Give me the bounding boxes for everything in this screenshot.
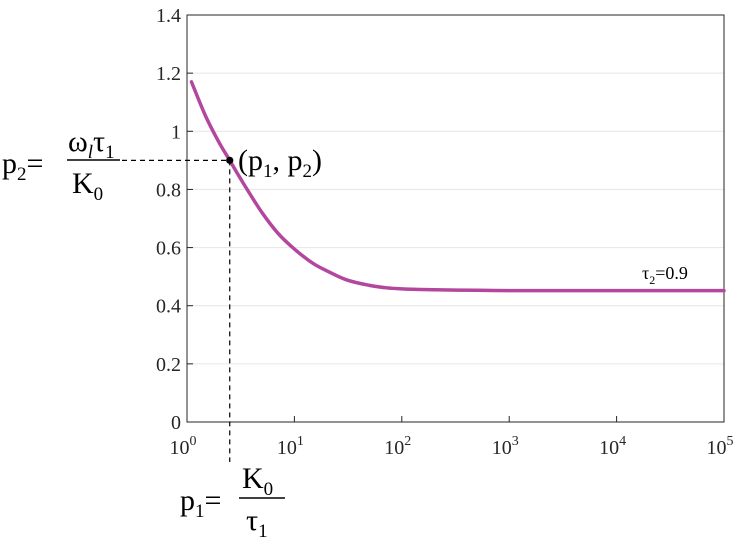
series-label: τ2=0.9 — [642, 263, 688, 287]
p1-formula: p1= K0 τ1 — [180, 462, 285, 542]
p1-lhs-sub: 1 — [195, 501, 205, 522]
x-tick-label: 104 — [599, 434, 626, 459]
point-label-sub1: 1 — [263, 161, 273, 182]
x-tick-exponent: 0 — [190, 434, 197, 449]
p2-den-k: K — [72, 167, 94, 200]
y-tick-label: 1.4 — [156, 5, 181, 27]
x-tick-exponent: 1 — [297, 434, 304, 449]
y-tick-label: 0.2 — [156, 354, 181, 376]
p2-numerator: ωlτ1 — [68, 125, 115, 163]
p1-num-sub: 0 — [264, 479, 274, 500]
point-label-close: ) — [312, 144, 322, 177]
p2-lhs-sub: 2 — [17, 164, 27, 185]
p2-num-omega-sub: l — [88, 142, 93, 163]
p2-num-omega: ω — [68, 125, 88, 158]
p2-num-tau: τ — [93, 125, 105, 158]
point-label-sub2: 2 — [303, 161, 313, 182]
p1-lhs: p1= — [180, 484, 221, 522]
p2-formula: p2= ωlτ1 K0 — [2, 125, 120, 205]
y-tick-label: 1 — [171, 121, 181, 143]
series-label-base: τ — [642, 263, 649, 283]
x-tick-base: 10 — [277, 437, 297, 459]
y-tick-label: 0 — [171, 412, 181, 434]
p1-numerator: K0 — [242, 462, 273, 500]
x-tick-label: 100 — [170, 434, 197, 459]
grid-lines — [187, 72, 724, 365]
x-tick-exponent: 2 — [404, 434, 411, 449]
y-tick-label: 1.2 — [156, 63, 181, 85]
series-line — [189, 80, 726, 293]
p1-den-tau: τ — [246, 504, 258, 537]
p2-lhs: p2= — [2, 147, 43, 185]
plot-frame — [186, 14, 725, 423]
x-tick-base: 10 — [599, 437, 619, 459]
p2-lhs-base: p — [2, 147, 17, 180]
point-label-open: (p — [238, 144, 263, 177]
x-tick-base: 10 — [707, 437, 727, 459]
p2-eq: = — [27, 147, 44, 180]
x-tick-exponent: 5 — [727, 434, 734, 449]
y-tick-label: 0.6 — [156, 238, 181, 260]
x-tick-exponent: 3 — [512, 434, 519, 449]
series-label-sub: 2 — [649, 273, 655, 287]
x-tick-label: 102 — [384, 434, 411, 459]
p1-den-sub: 1 — [258, 521, 268, 542]
p2-num-tau-sub: 1 — [105, 142, 115, 163]
x-tick-base: 10 — [492, 437, 512, 459]
series-label-rest: =0.9 — [655, 263, 688, 283]
x-tick-base: 10 — [384, 437, 404, 459]
p1-num-k: K — [242, 462, 264, 495]
p2-den-sub: 0 — [94, 184, 104, 205]
x-tick-label: 103 — [492, 434, 519, 459]
x-axis-ticks: 100 101 102 103 104 105 — [170, 416, 734, 459]
x-tick-label: 105 — [707, 434, 734, 459]
p1-eq: = — [205, 484, 222, 517]
p1-lhs-base: p — [180, 484, 195, 517]
point-label: (p1, p2) — [238, 144, 322, 182]
x-tick-label: 101 — [277, 434, 304, 459]
point-label-mid: , p — [273, 144, 303, 177]
y-tick-label: 0.8 — [156, 179, 181, 201]
y-axis-ticks: 0 0.2 0.4 0.6 0.8 1 1.2 1.4 — [156, 5, 193, 434]
point-marker — [226, 156, 234, 164]
y-tick-label: 0.4 — [156, 296, 181, 318]
x-tick-base: 10 — [170, 437, 190, 459]
x-tick-exponent: 4 — [619, 434, 626, 449]
p2-denominator: K0 — [72, 167, 103, 205]
p1-denominator: τ1 — [246, 504, 268, 542]
